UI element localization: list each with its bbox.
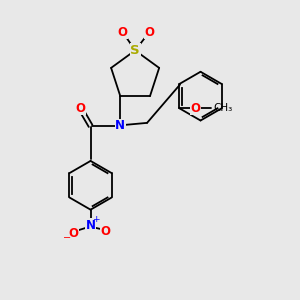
- Text: O: O: [118, 26, 128, 38]
- Text: O: O: [75, 101, 85, 115]
- Text: −: −: [63, 233, 71, 243]
- Text: O: O: [191, 102, 201, 115]
- Text: N: N: [85, 219, 96, 232]
- Text: S: S: [130, 44, 140, 57]
- Text: O: O: [68, 227, 78, 240]
- Text: +: +: [92, 215, 100, 224]
- Text: O: O: [144, 26, 154, 38]
- Text: N: N: [115, 119, 125, 132]
- Text: O: O: [100, 225, 110, 238]
- Text: CH₃: CH₃: [214, 103, 233, 113]
